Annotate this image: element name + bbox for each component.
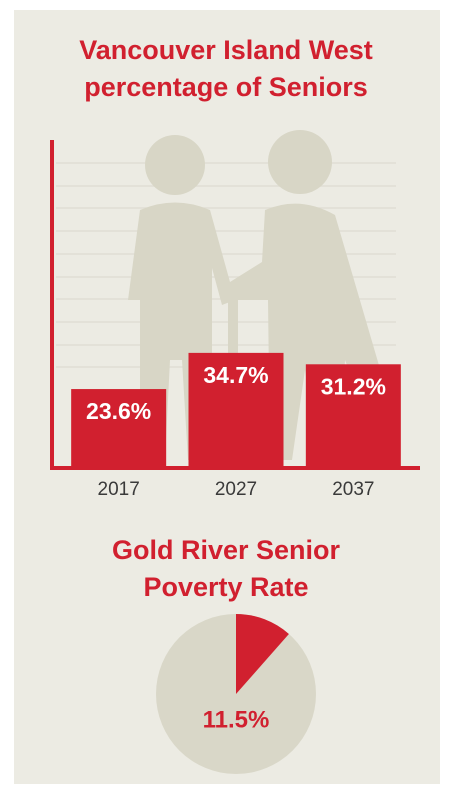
x-tick-label: 2037 bbox=[332, 479, 374, 500]
bar bbox=[188, 352, 284, 466]
value-label: 11.5% bbox=[203, 706, 270, 733]
pie-slice bbox=[236, 614, 289, 694]
x-tick-label: 2027 bbox=[215, 479, 257, 500]
chart-title: Gold River Senior Poverty Rate bbox=[111, 535, 341, 602]
value-label: 34.7% bbox=[203, 362, 268, 388]
value-label: 23.6% bbox=[86, 398, 151, 424]
bar bbox=[305, 364, 401, 466]
bar bbox=[71, 389, 167, 466]
chart-title: Vancouver Island West percentage of Seni… bbox=[79, 35, 373, 102]
x-tick-label: 2017 bbox=[98, 479, 140, 500]
value-label: 31.2% bbox=[321, 373, 386, 399]
